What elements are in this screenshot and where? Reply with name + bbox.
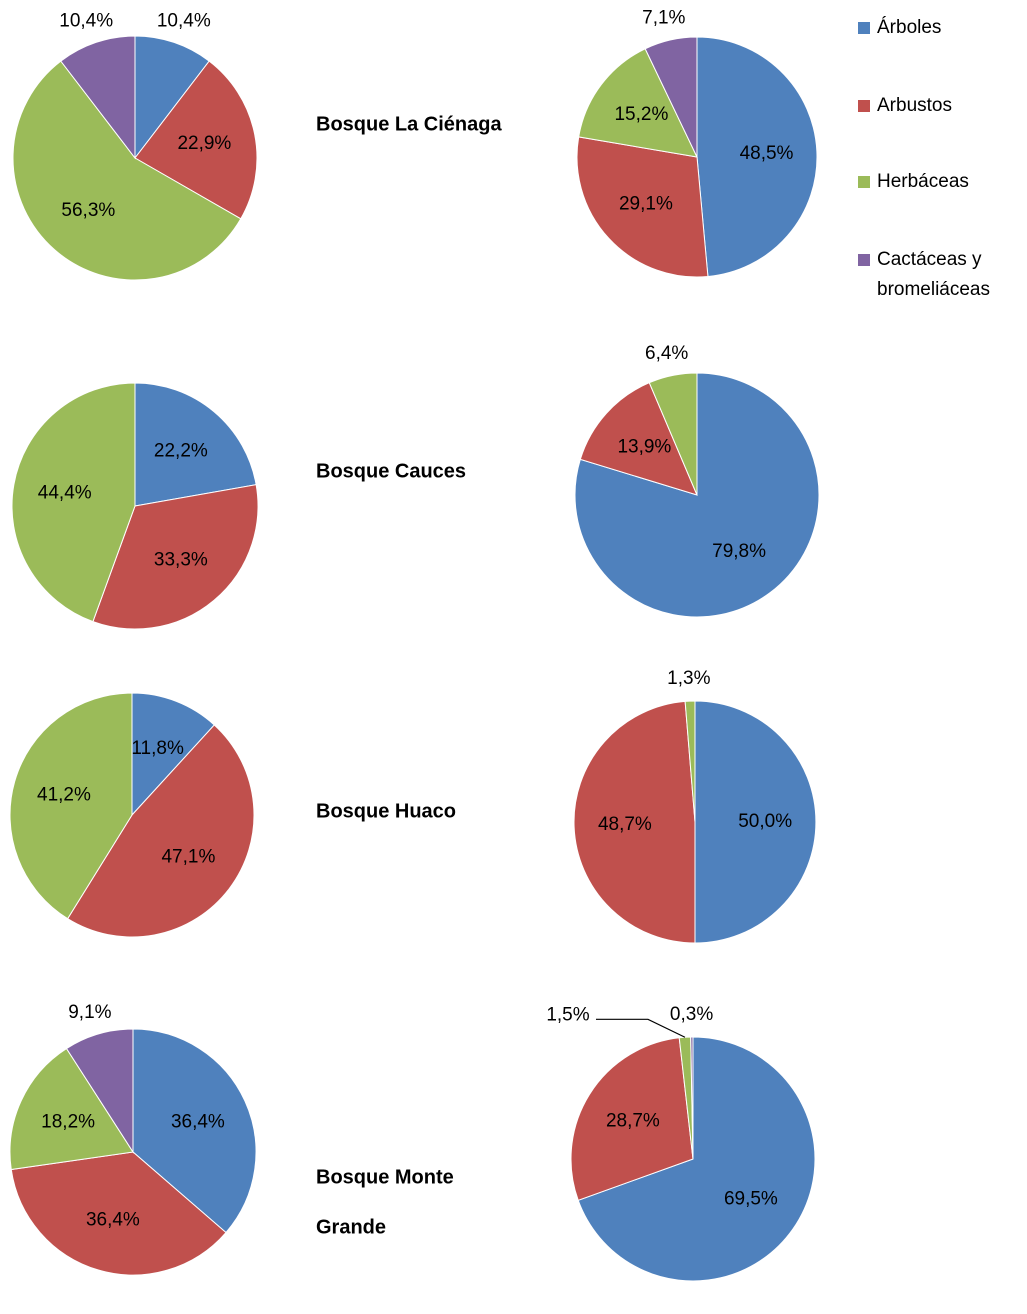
row-label: Bosque La Ciénaga	[316, 113, 502, 135]
data-label: 36,4%	[171, 1111, 225, 1132]
data-label: 18,2%	[41, 1111, 95, 1132]
pie-slice	[579, 382, 698, 496]
data-label: 7,1%	[642, 8, 685, 29]
pie-slice	[66, 724, 255, 938]
data-label: 10,4%	[157, 11, 211, 32]
leader-line	[595, 1018, 686, 1038]
data-label: 22,2%	[154, 440, 208, 461]
pie-slice	[573, 700, 696, 944]
pie-slice	[9, 1047, 134, 1171]
pie-slice	[644, 36, 698, 158]
data-label: 69,5%	[724, 1189, 778, 1210]
pie-slice	[10, 1151, 227, 1276]
data-label: 79,8%	[712, 541, 766, 562]
pie-slice	[684, 700, 696, 823]
legend-label: bromeliáceas	[877, 279, 990, 300]
data-label: 44,4%	[38, 483, 92, 504]
pie-slice	[9, 692, 133, 920]
data-label: 13,9%	[617, 437, 671, 458]
pie-slice	[696, 36, 818, 278]
legend-label: Árboles	[877, 17, 941, 38]
data-label: 22,9%	[177, 133, 231, 154]
data-label: 10,4%	[59, 11, 113, 32]
pie-slice	[694, 700, 817, 944]
legend-swatch	[858, 100, 870, 112]
pie-slice	[648, 372, 698, 496]
data-label: 47,1%	[161, 847, 215, 868]
pie-slice	[134, 35, 210, 160]
data-label: 41,2%	[37, 785, 91, 806]
legend-label: Arbustos	[877, 95, 952, 116]
data-label: 56,3%	[61, 200, 115, 221]
legend-label: Cactáceas y	[877, 249, 982, 270]
pie-slice	[132, 1028, 257, 1234]
pie-slice	[578, 48, 698, 158]
data-label: 33,3%	[154, 550, 208, 571]
data-label: 9,1%	[68, 1002, 111, 1023]
pie-slice	[12, 60, 242, 281]
legend-label: Herbáceas	[877, 171, 969, 192]
pie-slice	[60, 35, 136, 160]
pie-slice	[11, 382, 136, 623]
data-label: 29,1%	[619, 193, 673, 214]
pie-slice	[576, 136, 709, 278]
row-label: Grande	[316, 1216, 386, 1238]
pie-slice	[134, 382, 257, 507]
pie-slice	[574, 372, 820, 618]
data-label: 28,7%	[606, 1111, 660, 1132]
data-label: 1,3%	[667, 668, 710, 689]
row-label: Bosque Cauces	[316, 460, 466, 482]
data-label: 48,7%	[598, 814, 652, 835]
pie-slice	[570, 1037, 694, 1201]
row-label: Bosque Monte	[316, 1166, 454, 1188]
data-label: 15,2%	[614, 104, 668, 125]
pie-slice	[690, 1036, 694, 1160]
pie-slice	[92, 484, 259, 630]
data-label: 6,4%	[645, 343, 688, 364]
row-label: Bosque Huaco	[316, 800, 456, 822]
data-label: 1,5%	[546, 1004, 589, 1025]
data-label: 0,3%	[670, 1004, 713, 1025]
pie-slice	[577, 1036, 816, 1282]
data-label: 11,8%	[131, 738, 184, 759]
legend-swatch	[858, 22, 870, 34]
data-label: 50,0%	[738, 811, 792, 832]
pie-slice	[134, 60, 258, 220]
pie-slice	[131, 692, 216, 817]
legend-swatch	[858, 254, 870, 266]
data-label: 48,5%	[740, 143, 794, 164]
pie-slice	[65, 1028, 134, 1154]
legend-swatch	[858, 176, 870, 188]
data-label: 36,4%	[86, 1209, 140, 1230]
